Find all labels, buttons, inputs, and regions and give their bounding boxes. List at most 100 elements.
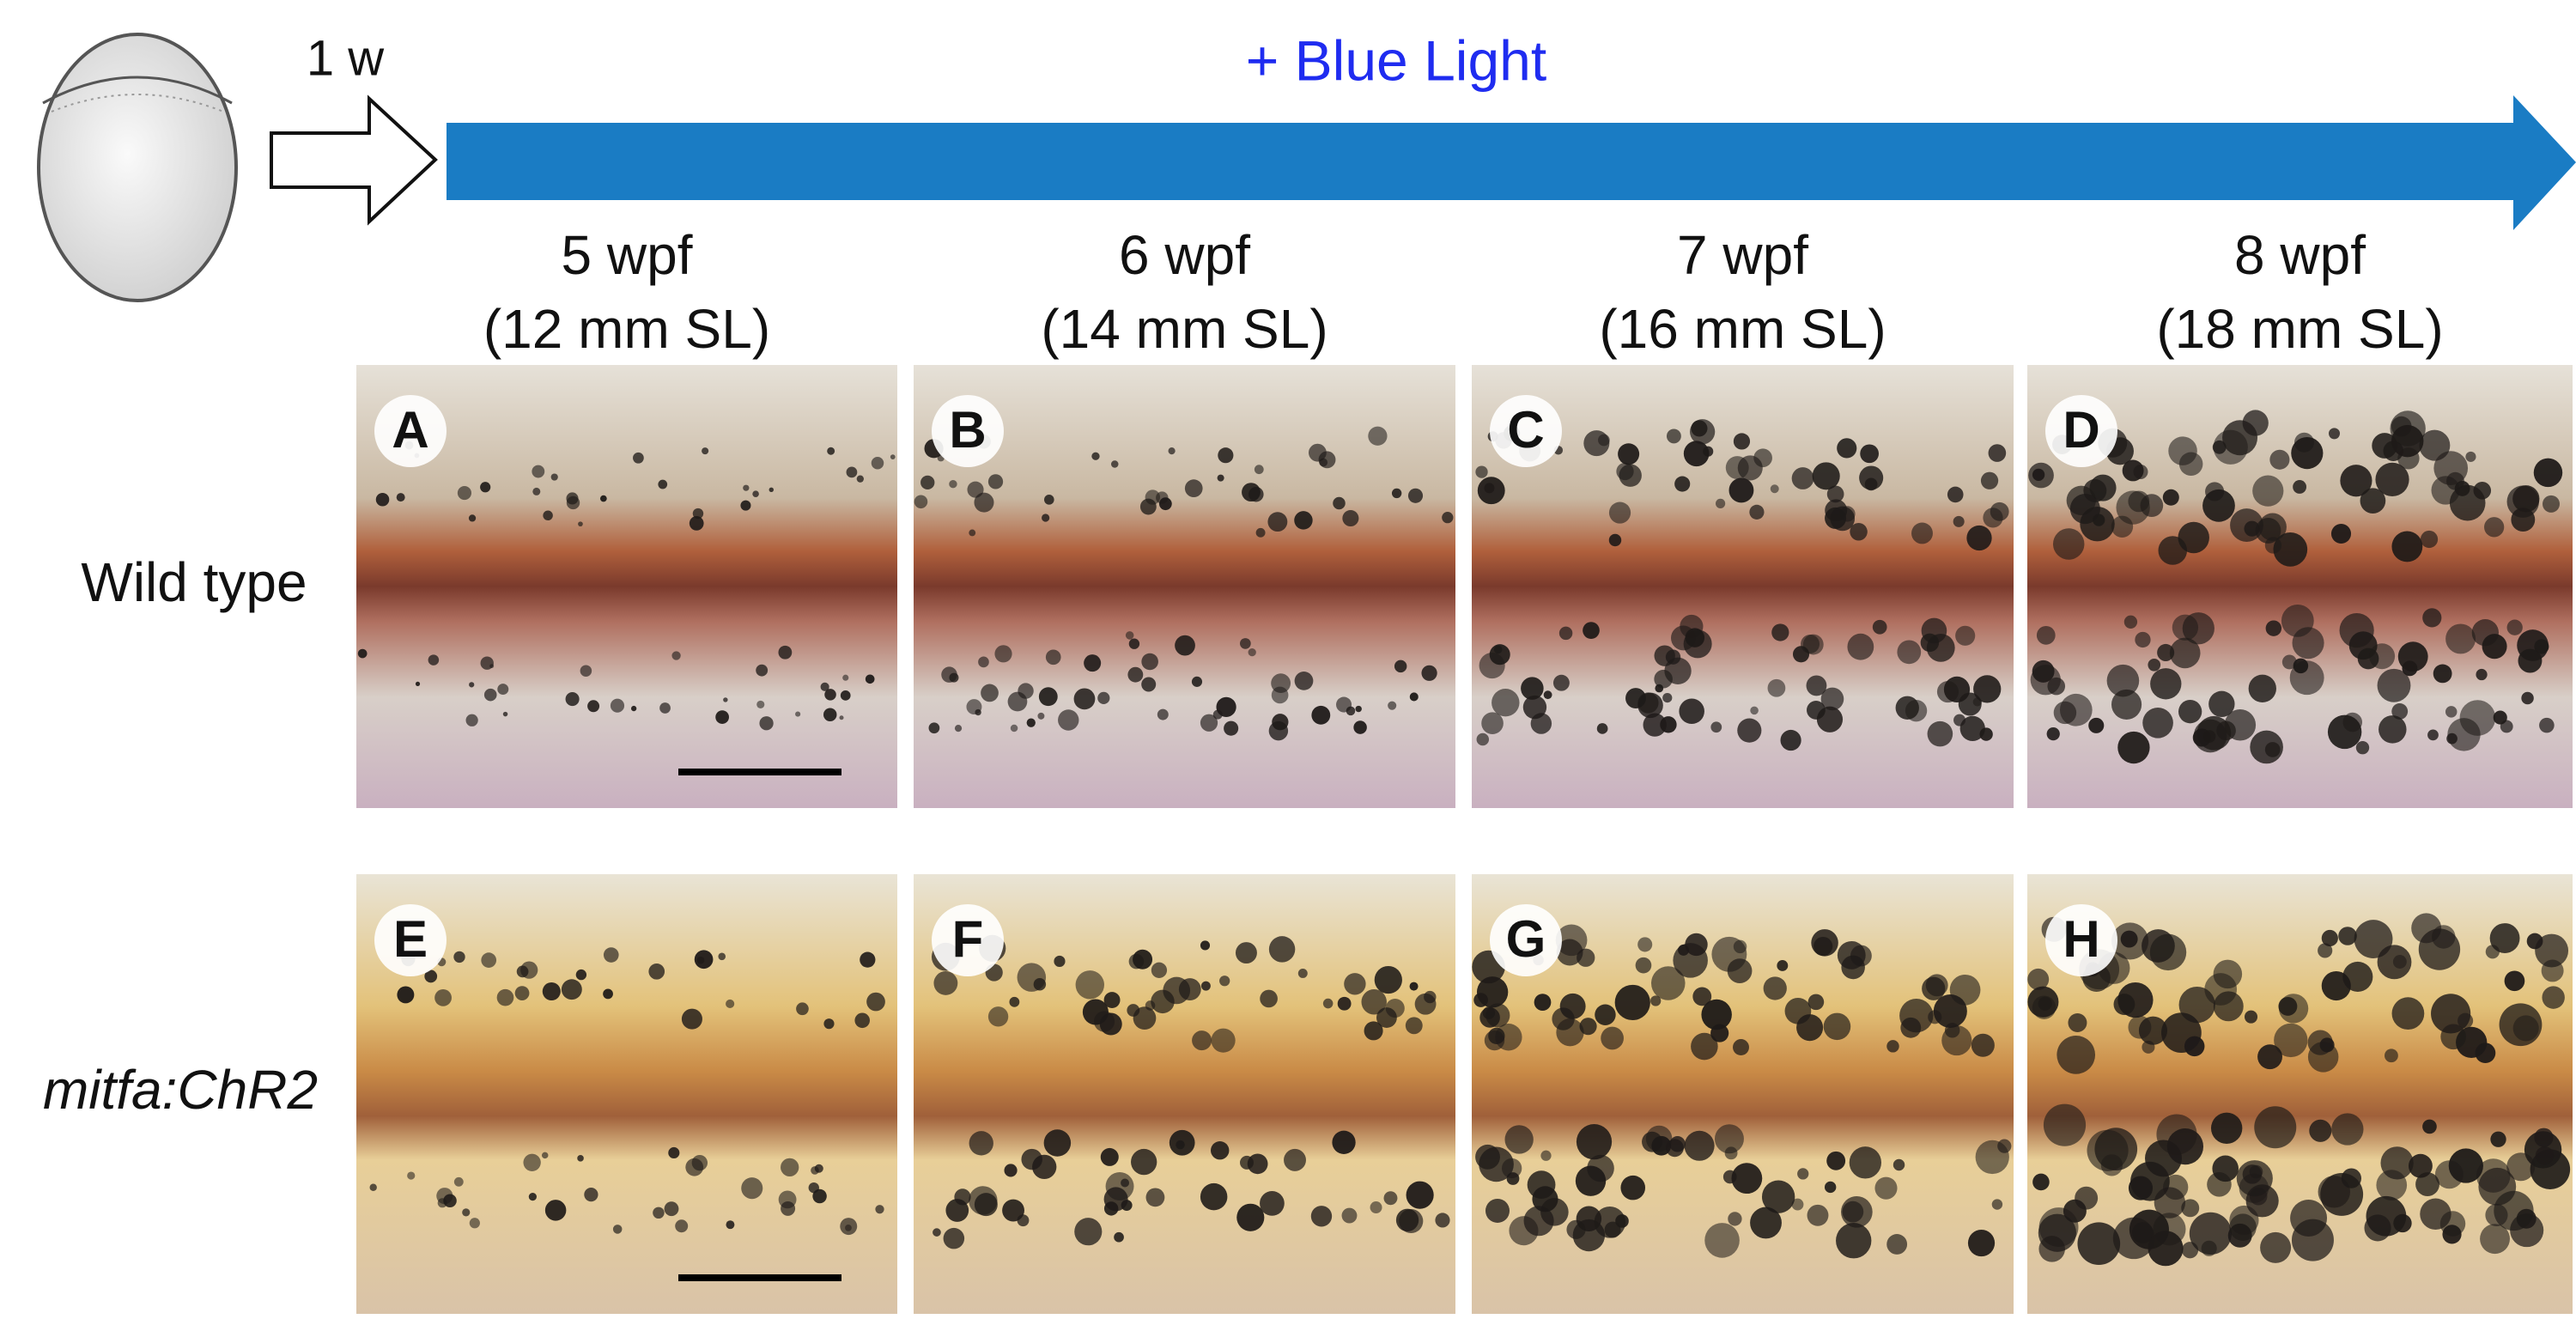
- melanophore: [1248, 647, 1256, 657]
- melanophore: [1997, 1139, 2012, 1153]
- melanophore: [1635, 957, 1652, 974]
- photo-panel: A: [356, 365, 897, 808]
- melanophore: [2364, 1214, 2391, 1242]
- melanophore: [914, 495, 928, 509]
- melanophore: [1750, 706, 1759, 715]
- panel-letter: C: [1507, 401, 1544, 459]
- melanophore: [1927, 720, 1953, 747]
- melanophore: [2150, 668, 2182, 700]
- column-length: (16 mm SL): [1599, 298, 1886, 360]
- melanophore: [2257, 1044, 2282, 1070]
- melanophore: [1710, 1024, 1729, 1042]
- melanophore: [756, 700, 765, 708]
- melanophore: [599, 495, 607, 502]
- melanophore: [1217, 474, 1224, 482]
- melanophore: [2473, 481, 2492, 500]
- melanophore: [664, 1201, 679, 1217]
- melanophore: [1616, 462, 1634, 481]
- melanophore: [2068, 1013, 2087, 1032]
- melanophore: [357, 648, 368, 659]
- melanophore: [1637, 937, 1653, 952]
- melanophore: [1211, 1141, 1230, 1160]
- melanophore: [1860, 444, 1879, 464]
- melanophore: [752, 490, 759, 497]
- melanophore: [1341, 1207, 1358, 1224]
- white-arrow: [270, 94, 438, 226]
- melanophore: [1750, 1207, 1782, 1239]
- melanophore: [1674, 476, 1691, 492]
- melanophore: [1521, 677, 1544, 700]
- melanophore: [1075, 970, 1104, 1000]
- melanophore: [740, 500, 751, 511]
- melanophore: [2290, 1200, 2328, 1237]
- melanophore: [2480, 1224, 2510, 1255]
- melanophore: [1158, 497, 1172, 511]
- melanophore: [865, 674, 875, 684]
- melanophore: [1953, 714, 1966, 726]
- melanophore: [1178, 978, 1201, 1000]
- melanophore: [1958, 692, 1982, 716]
- melanophore: [1670, 625, 1696, 651]
- melanophore: [2122, 459, 2144, 482]
- melanophore: [2135, 631, 2151, 648]
- melanophore: [2504, 970, 2525, 992]
- melanophore: [1558, 626, 1573, 641]
- melanophore: [1791, 1198, 1804, 1211]
- melanophore: [2485, 945, 2500, 959]
- melanophore: [1820, 687, 1844, 711]
- melanophore: [1125, 631, 1134, 640]
- melanophore: [2148, 658, 2161, 672]
- melanophore: [668, 1146, 680, 1159]
- melanophore: [2278, 994, 2309, 1024]
- melanophore: [1618, 443, 1640, 465]
- melanophore: [1297, 968, 1308, 978]
- melanophore: [1481, 712, 1504, 735]
- melanophore: [2535, 933, 2569, 968]
- melanophore: [975, 708, 981, 716]
- melanophore: [2116, 490, 2150, 525]
- column-age: 5 wpf: [562, 224, 693, 286]
- melanophore: [1704, 1223, 1740, 1258]
- melanophore: [541, 1152, 549, 1159]
- melanophore: [2490, 1131, 2506, 1147]
- melanophore: [1475, 465, 1488, 478]
- melanophore: [1388, 701, 1397, 710]
- melanophore: [866, 992, 885, 1012]
- melanophore: [681, 1008, 702, 1030]
- melanophore: [1761, 1180, 1795, 1213]
- melanophore: [1038, 687, 1058, 707]
- melanophore: [1715, 498, 1726, 508]
- melanophore: [1442, 512, 1454, 524]
- panel-letter: G: [1506, 910, 1546, 968]
- melanophore: [2445, 706, 2458, 718]
- melanophore: [2422, 608, 2442, 628]
- melanophore: [1737, 455, 1763, 481]
- photo-panel: E: [356, 874, 897, 1314]
- melanophore: [2411, 913, 2442, 944]
- melanophore: [781, 1200, 796, 1216]
- melanophore: [696, 956, 705, 964]
- melanophore: [2309, 1119, 2332, 1142]
- melanophore: [1780, 729, 1801, 751]
- melanophore: [2521, 691, 2534, 705]
- melanophore: [457, 486, 472, 501]
- melanophore: [954, 725, 963, 732]
- melanophore: [689, 516, 704, 531]
- melanophore: [2052, 528, 2085, 560]
- melanophore: [1733, 939, 1747, 954]
- melanophore: [1391, 488, 1402, 499]
- melanophore: [1552, 674, 1570, 691]
- melanophore: [1959, 715, 1985, 741]
- melanophore: [1643, 713, 1667, 737]
- blue-arrow: [447, 95, 2576, 230]
- melanophore: [544, 1200, 567, 1221]
- melanophore: [1823, 1012, 1851, 1041]
- melanophore: [2069, 494, 2100, 525]
- melanophore: [2254, 1106, 2297, 1149]
- melanophore: [1370, 1201, 1382, 1214]
- melanophore: [1836, 1223, 1872, 1259]
- melanophore: [1344, 973, 1366, 995]
- melanophore: [2142, 707, 2173, 739]
- melanophore: [1543, 690, 1552, 700]
- melanophore: [1054, 955, 1066, 968]
